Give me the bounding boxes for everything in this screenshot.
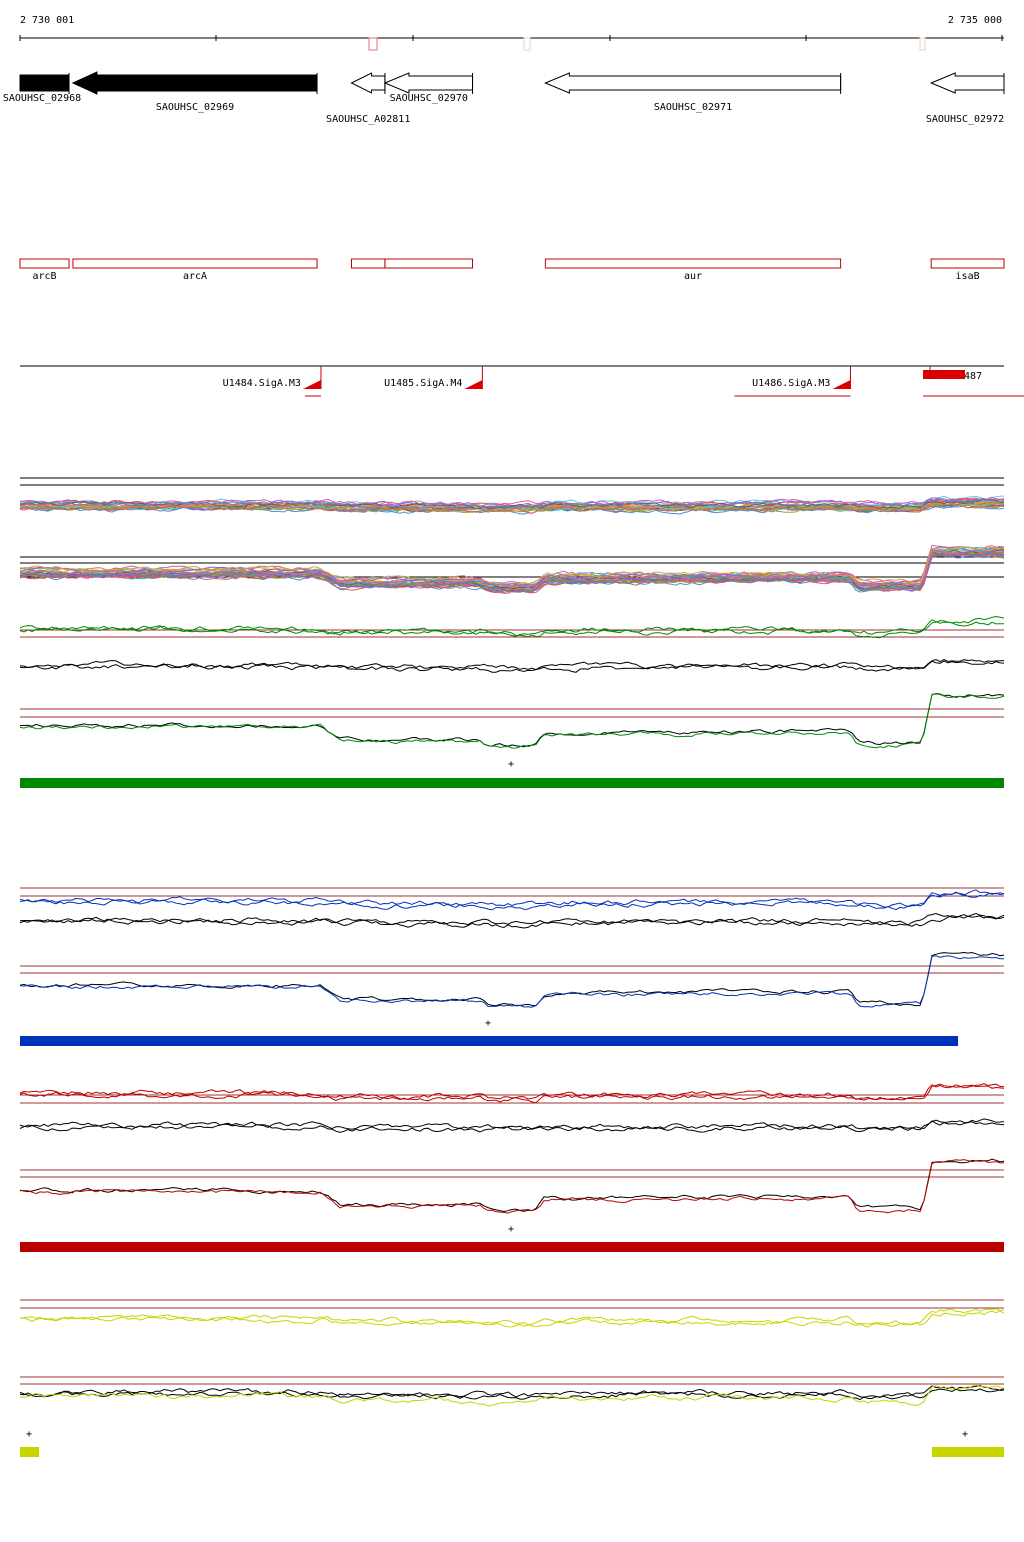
condition-bar bbox=[20, 1242, 1004, 1252]
gene-name-label: aur bbox=[684, 271, 702, 282]
promoter-label: U1484.SigA.M3 bbox=[223, 378, 301, 389]
profile-line bbox=[19, 1118, 1005, 1131]
profile-line bbox=[19, 552, 1005, 593]
profile-line bbox=[19, 693, 1005, 749]
profile-line bbox=[19, 951, 1005, 1007]
profile-line bbox=[19, 549, 1005, 588]
profile-line bbox=[19, 912, 1005, 927]
strand-label: + bbox=[26, 1429, 32, 1440]
profile-line bbox=[19, 892, 1005, 911]
profile-line bbox=[20, 498, 1005, 509]
profile-line bbox=[19, 1158, 1005, 1213]
gene-name-box bbox=[930, 258, 1005, 269]
promoter-triangle bbox=[832, 380, 851, 389]
gene-arrow bbox=[544, 72, 842, 94]
profile-line bbox=[19, 1308, 1005, 1326]
gene-name-box bbox=[19, 258, 70, 269]
profile-line bbox=[19, 1120, 1005, 1133]
gene-name-track: arcB arcA aur isaB bbox=[19, 258, 1005, 282]
profile-line bbox=[19, 620, 1004, 639]
gene-locus-label: SAOUHSC_02972 bbox=[926, 114, 1004, 125]
strand-label: + bbox=[485, 1018, 491, 1029]
gene-name-box bbox=[350, 258, 386, 269]
profile-line bbox=[19, 658, 1005, 671]
profile-line bbox=[20, 693, 1005, 748]
gene-locus-label: SAOUHSC_A02811 bbox=[326, 114, 410, 125]
genome-ruler: 2 730 001 2 735 000 bbox=[19, 15, 1004, 51]
profile-line bbox=[19, 915, 1005, 929]
profile-line bbox=[19, 503, 1005, 513]
strand-label: + bbox=[962, 1429, 968, 1440]
gene-locus-label: SAOUHSC_02971 bbox=[654, 102, 732, 113]
profile-line bbox=[19, 1083, 1005, 1104]
profile-line bbox=[19, 1310, 1005, 1328]
promoter-triangle bbox=[302, 380, 321, 389]
profile-line bbox=[19, 496, 1005, 506]
gene-locus-label: SAOUHSC_02970 bbox=[390, 93, 468, 104]
profile-line bbox=[19, 546, 1005, 587]
profile-line bbox=[19, 1385, 1005, 1399]
ruler-marker bbox=[919, 37, 926, 51]
gene-arrow bbox=[929, 72, 1005, 94]
strand-label: + bbox=[508, 1224, 514, 1235]
gene-name-box bbox=[544, 258, 842, 269]
condition-panels: + + + + + bbox=[20, 759, 1004, 1457]
expression-profiles bbox=[19, 477, 1005, 1407]
promoter-label: U1485.SigA.M4 bbox=[384, 378, 462, 389]
profile-line bbox=[19, 503, 1005, 514]
profile-line bbox=[19, 955, 1005, 1008]
gene-name-label: isaB bbox=[956, 271, 980, 282]
promoter-cluster-label: U1487 bbox=[952, 371, 982, 382]
gene-arrow bbox=[19, 74, 70, 92]
gene-arrow bbox=[350, 72, 386, 94]
profile-line bbox=[19, 544, 1005, 585]
gene-locus-label: SAOUHSC_02968 bbox=[3, 93, 81, 104]
promoter-track: U1487 U1484.SigA.M3 U1485.SigA.M4 U1486.Si… bbox=[20, 365, 1024, 397]
promoter-cluster-marker bbox=[923, 370, 965, 379]
profile-line bbox=[19, 1083, 1005, 1101]
gene-arrow bbox=[383, 72, 474, 94]
condition-bar bbox=[20, 778, 1004, 788]
ruler-marker bbox=[523, 37, 531, 51]
gene-name-label: arcA bbox=[183, 271, 207, 282]
condition-bar bbox=[20, 1447, 39, 1457]
profile-line bbox=[19, 660, 1005, 673]
gene-track: SAOUHSC_02968 SAOUHSC_02969 SAOUHSC_A02811… bbox=[3, 71, 1005, 125]
profile-line bbox=[19, 889, 1005, 908]
ruler-marker bbox=[368, 37, 378, 51]
condition-bar bbox=[932, 1447, 1004, 1457]
promoter-triangle bbox=[464, 380, 483, 389]
strand-label: + bbox=[508, 759, 514, 770]
condition-bar bbox=[20, 1036, 958, 1046]
gene-name-label: arcB bbox=[32, 271, 56, 282]
gene-name-box bbox=[384, 258, 474, 269]
profile-line bbox=[19, 1388, 1005, 1401]
ruler-start-label: 2 730 001 bbox=[20, 15, 74, 26]
profile-line bbox=[19, 1384, 1005, 1407]
gene-locus-label: SAOUHSC_02969 bbox=[156, 102, 234, 113]
ruler-end-label: 2 735 000 bbox=[948, 15, 1002, 26]
promoter-label: U1486.SigA.M3 bbox=[752, 378, 830, 389]
profile-line bbox=[19, 1159, 1005, 1214]
gene-arrow bbox=[71, 71, 318, 95]
gene-name-box bbox=[72, 258, 318, 269]
